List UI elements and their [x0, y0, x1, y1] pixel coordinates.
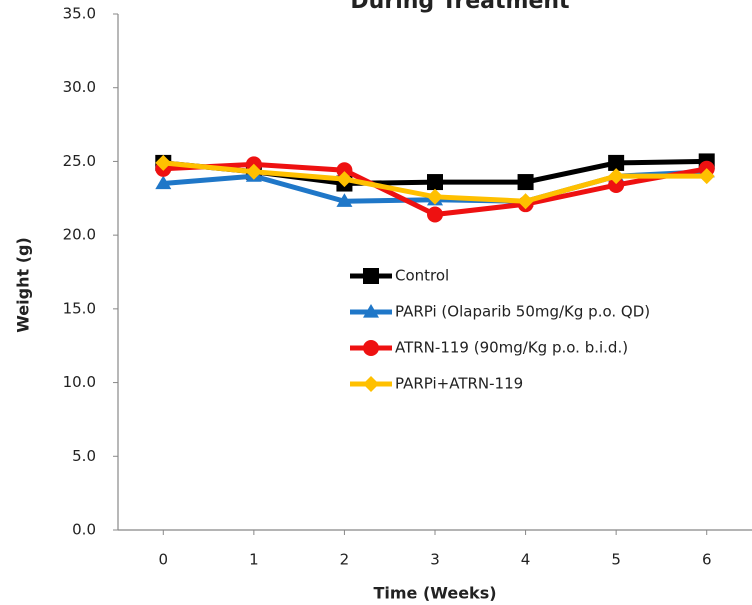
y-tick-label: 15.0 [63, 299, 96, 317]
legend-label: PARPi+ATRN-119 [395, 375, 523, 393]
y-tick-label: 5.0 [72, 447, 96, 465]
chart-title: During Treatment [350, 0, 570, 14]
legend-label: Control [395, 267, 449, 285]
y-tick-label: 30.0 [63, 78, 96, 96]
legend-label: PARPi (Olaparib 50mg/Kg p.o. QD) [395, 303, 650, 321]
x-tick-label: 1 [249, 551, 259, 569]
y-axis-label: Weight (g) [14, 237, 33, 333]
chart: During Treatment Time (Weeks) Weight (g)… [0, 0, 752, 605]
marker [518, 174, 534, 190]
legend-marker [363, 376, 379, 392]
x-tick-label: 4 [521, 551, 531, 569]
marker [427, 207, 443, 223]
x-tick-label: 6 [702, 551, 712, 569]
y-tick-label: 20.0 [63, 226, 96, 244]
x-tick-label: 2 [340, 551, 350, 569]
y-tick-label: 25.0 [63, 152, 96, 170]
y-tick-label: 0.0 [72, 521, 96, 539]
x-axis-label: Time (Weeks) [373, 584, 496, 603]
legend-label: ATRN-119 (90mg/Kg p.o. b.i.d.) [395, 339, 628, 357]
legend-marker [363, 268, 379, 284]
y-tick-label: 35.0 [63, 5, 96, 23]
legend-marker [363, 340, 379, 356]
x-tick-label: 0 [159, 551, 169, 569]
y-tick-label: 10.0 [63, 373, 96, 391]
marker [427, 174, 443, 190]
x-tick-label: 5 [611, 551, 621, 569]
x-tick-label: 3 [430, 551, 440, 569]
